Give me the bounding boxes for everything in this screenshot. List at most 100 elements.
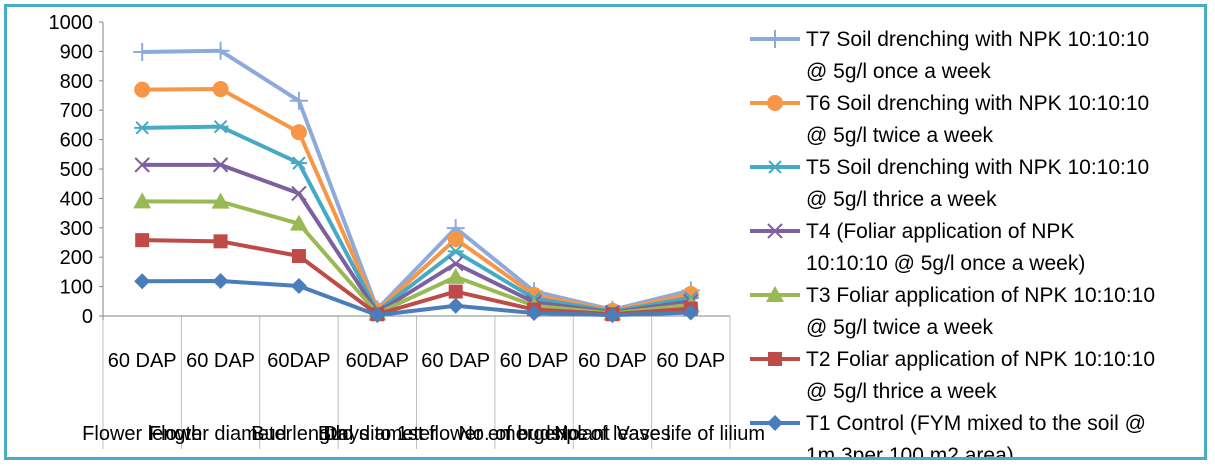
data-point xyxy=(213,234,228,249)
legend-label-line: @ 5g/l thrice a week xyxy=(806,188,997,211)
y-tick-label: 400 xyxy=(60,188,93,210)
data-point xyxy=(134,121,151,135)
x-marker xyxy=(212,157,229,173)
data-point xyxy=(768,352,782,366)
y-tick-label: 300 xyxy=(60,218,93,240)
data-point xyxy=(212,157,229,173)
x-category-name: Bud diameter xyxy=(318,423,437,445)
diamond-marker xyxy=(212,273,229,290)
star-marker xyxy=(212,119,229,134)
triangle-marker xyxy=(289,214,308,231)
x-category-label: 60 DAP xyxy=(108,350,177,372)
diamond-marker xyxy=(604,307,621,324)
data-point xyxy=(767,95,783,111)
series-1 xyxy=(134,273,699,324)
data-point xyxy=(133,192,152,209)
legend-label-line: T1 Control (FYM mixed to the soil @ xyxy=(806,412,1146,435)
x-category-label: 60DAP xyxy=(267,350,330,372)
diamond-marker xyxy=(767,415,783,431)
x-category-name: Bud length xyxy=(251,423,347,445)
legend-label: T6 Soil drenching with NPK 10:10:10 @ 5g/… xyxy=(806,92,1149,147)
legend-label: T2 Foliar application of NPK 10:10:10 @ 5… xyxy=(806,348,1155,403)
data-point xyxy=(291,249,306,264)
series-line xyxy=(142,279,691,318)
legend-item: T7 Soil drenching with NPK 10:10:10 @ 5g/… xyxy=(750,28,1149,83)
data-point xyxy=(135,233,150,248)
diamond-marker xyxy=(447,297,464,314)
y-tick-label: 700 xyxy=(60,100,93,122)
x-marker xyxy=(291,185,307,202)
legend-label-line: T6 Soil drenching with NPK 10:10:10 xyxy=(806,92,1149,115)
x-category-name: Days to 1st flower emergence xyxy=(323,423,588,445)
star-marker xyxy=(447,244,464,259)
legend-label-line: @ 5g/l once a week xyxy=(806,60,991,83)
square-marker xyxy=(213,234,228,249)
data-point xyxy=(212,119,229,134)
legend-label: T5 Soil drenching with NPK 10:10:10 @ 5g/… xyxy=(806,156,1149,211)
legend-label-line: T5 Soil drenching with NPK 10:10:10 xyxy=(806,156,1149,179)
x-category-label: 60 DAP xyxy=(656,350,725,372)
data-point xyxy=(134,157,150,173)
data-point xyxy=(212,273,229,290)
legend-label: T4 (Foliar application of NPK 10:10:10 @ … xyxy=(806,220,1085,275)
data-point xyxy=(682,304,699,321)
x-category-label: 60 DAP xyxy=(186,350,255,372)
plus-marker xyxy=(133,42,152,61)
star-marker xyxy=(290,156,307,170)
plot-area: 0 100 200 300 400 500 600 700 800 900 1000 60 DAP Fl… xyxy=(49,12,766,449)
data-point xyxy=(604,307,621,324)
legend-label-line: T3 Foliar application of NPK 10:10:10 xyxy=(806,284,1155,307)
legend-label-line: @ 5g/l twice a week xyxy=(806,124,994,147)
data-point xyxy=(134,273,151,290)
data-point xyxy=(291,185,307,202)
x-category-label: 60 DAP xyxy=(421,350,490,372)
circle-marker xyxy=(134,81,151,98)
triangle-marker xyxy=(766,286,784,302)
line-chart: 0 100 200 300 400 500 600 700 800 900 1000 60 DAP Fl… xyxy=(49,12,1156,466)
data-point xyxy=(448,284,463,299)
legend-item: T6 Soil drenching with NPK 10:10:10 @ 5g/… xyxy=(750,92,1149,147)
legend-label-line: 10:10:10 @ 5g/l once a week) xyxy=(806,252,1085,275)
diamond-marker xyxy=(134,273,151,290)
diamond-marker xyxy=(369,307,386,324)
legend-label-line: 1m 3per 100 m2 area) xyxy=(806,444,1014,457)
x-category-label: 60DAP xyxy=(346,350,409,372)
circle-marker xyxy=(447,230,464,247)
data-point xyxy=(766,286,784,302)
data-point xyxy=(289,91,308,110)
data-point xyxy=(133,42,152,61)
y-tick-label: 200 xyxy=(60,247,93,269)
y-tick-label: 600 xyxy=(60,130,93,152)
data-point xyxy=(134,81,151,98)
square-marker xyxy=(291,249,306,264)
x-marker xyxy=(134,157,150,173)
x-category-name: Vase life of lilium xyxy=(617,423,766,445)
data-point xyxy=(290,156,307,170)
data-point xyxy=(446,267,465,284)
data-point xyxy=(767,415,783,431)
legend-label-line: @ 5g/l twice a week xyxy=(806,316,994,339)
plus-marker xyxy=(211,41,230,60)
data-point xyxy=(369,307,386,324)
data-point xyxy=(211,41,230,60)
y-tick-label: 1000 xyxy=(49,12,94,34)
data-point xyxy=(212,81,229,98)
legend-label: T3 Foliar application of NPK 10:10:10 @ 5… xyxy=(806,284,1155,339)
x-marker xyxy=(767,223,783,239)
square-marker xyxy=(768,352,782,366)
data-point xyxy=(766,30,784,48)
legend-label: T1 Control (FYM mixed to the soil @ 1m 3p… xyxy=(806,412,1146,457)
legend-label-line: T4 (Foliar application of NPK xyxy=(806,220,1074,243)
diamond-marker xyxy=(526,305,543,322)
triangle-marker xyxy=(211,192,230,209)
chart-frame: 0 100 200 300 400 500 600 700 800 900 1000 60 DAP Fl… xyxy=(4,4,1207,466)
square-marker xyxy=(135,233,150,248)
triangle-marker xyxy=(446,267,465,284)
data-point xyxy=(290,124,307,141)
legend-item: T5 Soil drenching with NPK 10:10:10 @ 5g/… xyxy=(750,156,1149,211)
y-tick-label: 900 xyxy=(60,41,93,63)
legend-label: T7 Soil drenching with NPK 10:10:10 @ 5g/… xyxy=(806,28,1149,83)
y-tick-label: 800 xyxy=(60,71,93,93)
legend-item: T2 Foliar application of NPK 10:10:10 @ 5… xyxy=(750,348,1155,403)
legend-item: T1 Control (FYM mixed to the soil @ 1m 3p… xyxy=(750,412,1146,466)
